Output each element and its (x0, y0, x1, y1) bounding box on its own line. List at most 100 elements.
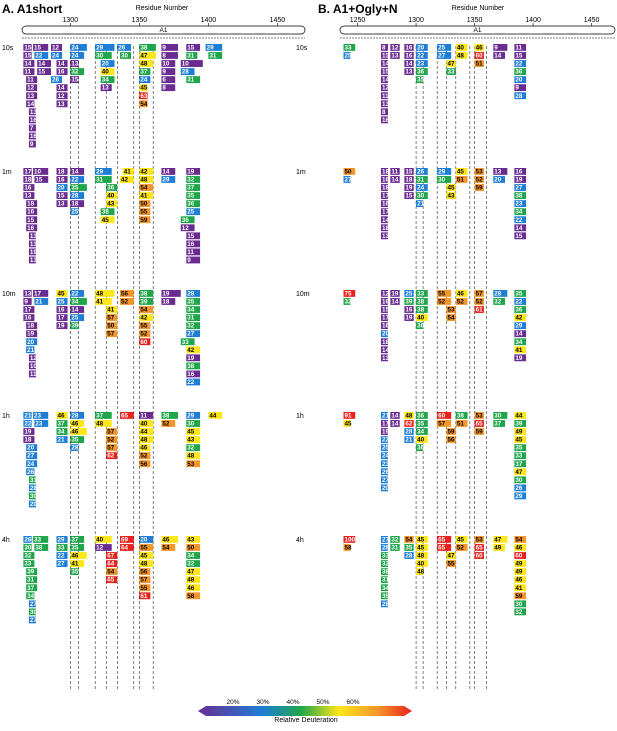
peptide-bar (343, 298, 351, 305)
peptide-bar (139, 168, 154, 175)
peptide-value: 14 (58, 85, 66, 92)
peptide-bar (50, 44, 63, 51)
peptide-value: 34 (71, 299, 79, 306)
peptide-value: 30 (417, 193, 425, 200)
peptide-bar (106, 322, 118, 330)
peptide-bar (28, 492, 36, 500)
domain-label: A1 (474, 27, 482, 34)
peptide-bar (390, 44, 400, 51)
peptide-bar (390, 52, 400, 59)
peptide-value: 59 (515, 593, 523, 600)
peptide-bar (404, 290, 414, 297)
peptide-value: 6 (162, 77, 166, 84)
peptide-bar (404, 298, 414, 305)
peptide-value: 60 (140, 339, 148, 346)
tick-label: 1300 (408, 17, 424, 24)
peptide-bar (514, 76, 527, 84)
peptide-bar (28, 248, 36, 256)
peptide-value: 38 (162, 412, 170, 419)
peptide-bar (380, 568, 388, 576)
peptide-value: 39 (405, 299, 413, 306)
peptide-bar (23, 52, 32, 59)
peptide-value: 45 (102, 217, 110, 224)
peptide-value: 27 (438, 53, 446, 60)
peptide-value: 39 (140, 299, 148, 306)
peptide-bar (186, 306, 201, 313)
peptide-bar (380, 184, 388, 191)
peptide-value: 11 (140, 412, 147, 419)
peptide-value: 51 (457, 421, 465, 428)
peptide-value: 21 (382, 412, 390, 419)
peptide-bar (70, 60, 79, 67)
peptide-bar (380, 584, 388, 592)
peptide-value: 29 (207, 44, 215, 51)
peptide-bar (380, 44, 388, 51)
peptide-value: 9 (24, 299, 28, 306)
peptide-value: 42 (187, 347, 195, 354)
peptide-bar (28, 476, 36, 484)
peptide-value: 14 (382, 77, 390, 84)
peptide-bar (514, 600, 527, 608)
peptide-value: 54 (447, 315, 455, 322)
legend-tick-30: 30% (256, 699, 269, 706)
peptide-bar (56, 322, 68, 330)
peptide-value: 9 (515, 85, 519, 92)
peptide-value: 14 (27, 101, 35, 108)
legend-tick-40: 40% (286, 699, 299, 706)
peptide-bar (186, 420, 201, 427)
peptide-bar (106, 568, 118, 576)
peptide-value: 39 (27, 569, 35, 576)
peptide-value: 16 (24, 185, 32, 192)
peptide-bar (186, 290, 201, 297)
peptide-bar (404, 60, 414, 67)
peptide-value: 55 (140, 585, 148, 592)
peptide-bar (186, 544, 201, 551)
peptide-bar (390, 420, 400, 427)
peptide-value: 18 (71, 201, 79, 208)
peptide-bar (139, 290, 154, 297)
peptide-bar (33, 412, 49, 419)
tick-label: 1450 (584, 17, 600, 24)
timepoint-label: 1m (2, 169, 12, 176)
peptide-bar (416, 168, 428, 175)
peptide-value: 28 (30, 485, 38, 492)
peptide-bar (474, 168, 484, 175)
peptide-bar (23, 290, 32, 297)
peptide-bar (139, 200, 151, 208)
peptide-value: 15 (34, 44, 42, 51)
peptide-value: 54 (140, 101, 148, 108)
peptide-bar (56, 412, 68, 419)
peptide-bar (26, 584, 38, 592)
peptide-bar (139, 52, 156, 59)
panel-a-title: A. A1short (2, 2, 62, 16)
peptide-value: 53 (476, 412, 484, 419)
peptide-bar (70, 444, 79, 452)
peptide-value: 58 (187, 593, 195, 600)
peptide-value: 53 (447, 307, 455, 314)
peptide-value: 14 (38, 61, 46, 68)
peptide-bar (106, 330, 118, 338)
peptide-value: 48 (457, 53, 465, 60)
peptide-value: 35 (382, 593, 390, 600)
peptide-value: 67 (107, 553, 115, 560)
peptide-bar (120, 544, 134, 551)
peptide-bar (50, 52, 63, 59)
peptide-value: 38 (417, 307, 425, 314)
peptide-value: 40 (457, 44, 465, 51)
peptide-value: 27 (345, 177, 353, 184)
peptide-value: 59 (476, 185, 484, 192)
peptide-value: 34 (515, 339, 523, 346)
peptide-bar (139, 428, 154, 435)
peptide-value: 17 (24, 307, 32, 314)
peptide-value: 45 (345, 421, 353, 428)
peptide-value: 34 (102, 77, 110, 84)
peptide-bar (70, 290, 85, 297)
peptide-bar (343, 176, 351, 183)
peptide-value: 36 (515, 69, 523, 76)
peptide-bar (380, 560, 388, 567)
peptide-value: 57 (476, 290, 484, 297)
peptide-value: 57 (107, 445, 115, 452)
peptide-value: 13 (382, 101, 390, 108)
peptide-bar (474, 544, 484, 551)
peptide-bar (28, 600, 36, 608)
